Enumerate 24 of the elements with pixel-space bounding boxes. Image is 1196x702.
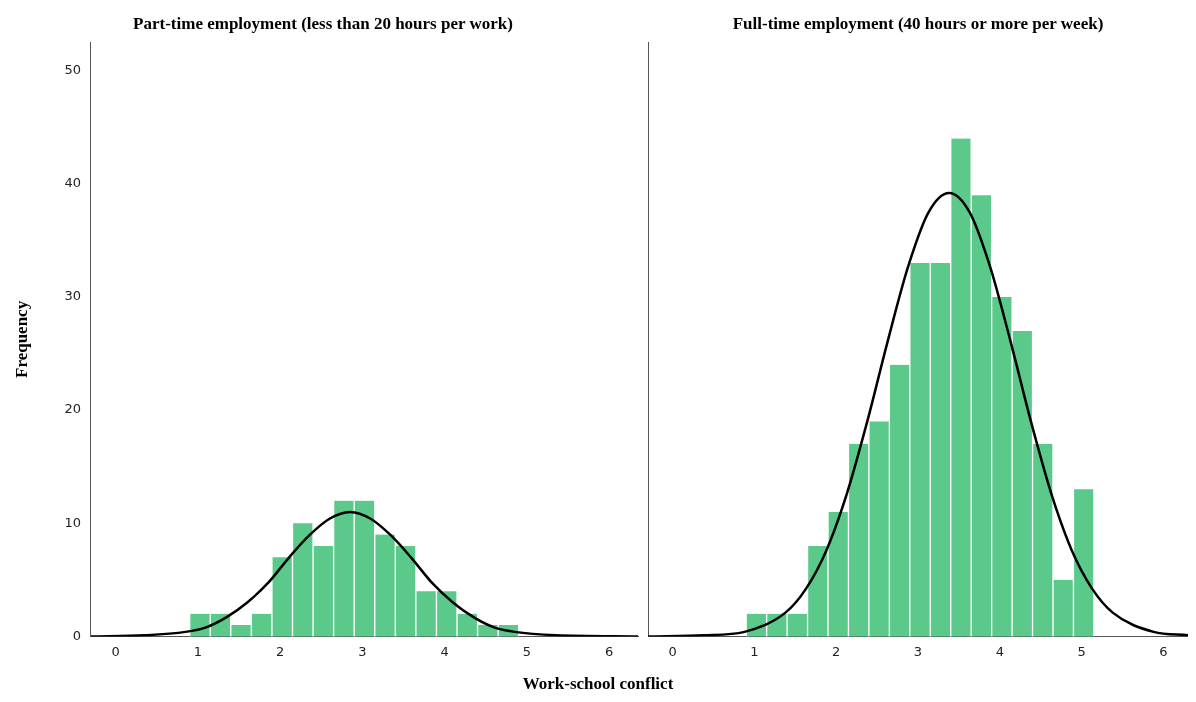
x-axis-title: Work-school conflict	[521, 674, 675, 694]
x-tick-label: 6	[1159, 643, 1168, 659]
chart-title: Full-time employment (40 hours or more per week)	[732, 13, 1104, 33]
x-tick-label: 5	[1077, 643, 1086, 659]
y-tick-label: 30	[64, 288, 81, 304]
x-tick-label: 5	[522, 643, 532, 659]
y-tick-label: 10	[64, 514, 81, 530]
x-tick-label: 4	[440, 643, 449, 659]
y-tick-label: 20	[64, 401, 81, 417]
x-tick-label: 2	[276, 643, 285, 659]
x-tick-label: 0	[111, 643, 120, 659]
y-axis-title: Frequency	[11, 300, 31, 378]
x-tick-label: 3	[913, 643, 923, 659]
x-tick-label: 1	[750, 643, 759, 659]
y-tick-label: 0	[72, 627, 81, 643]
x-tick-label: 0	[668, 643, 677, 659]
y-tick-label: 50	[64, 62, 81, 78]
x-tick-label: 4	[995, 643, 1004, 659]
chart-title: Part-time employment (less than 20 hours per work)	[133, 13, 513, 33]
x-tick-label: 2	[832, 643, 841, 659]
x-tick-label: 6	[605, 643, 614, 659]
x-tick-label: 1	[193, 643, 203, 659]
x-tick-label: 3	[358, 643, 367, 659]
y-tick-label: 40	[64, 175, 81, 191]
